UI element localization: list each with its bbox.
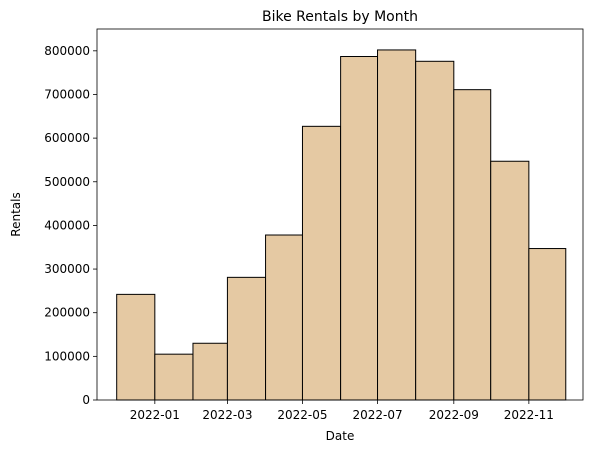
bar-2022-09 xyxy=(453,89,492,401)
y-tick-label: 500000 xyxy=(44,175,90,189)
y-axis: 0 100000 200000 300000 400000 500000 600000 700… xyxy=(44,44,97,407)
bar-2022-08 xyxy=(415,60,455,401)
x-tick-label: 2022-11 xyxy=(504,408,554,422)
x-tick-label: 2022-09 xyxy=(429,408,479,422)
bar-2022-03 xyxy=(226,276,267,401)
bar-2021-12 xyxy=(116,293,156,401)
bar-2022-07 xyxy=(377,49,417,401)
y-tick-label: 400000 xyxy=(44,218,90,232)
bar-2022-02 xyxy=(192,342,228,401)
y-tick-label: 0 xyxy=(82,393,90,407)
x-tick-label: 2022-03 xyxy=(202,408,252,422)
plot-frame xyxy=(96,28,584,401)
y-tick-label: 300000 xyxy=(44,262,90,276)
bar-2022-10 xyxy=(490,160,530,401)
x-tick-label: 2022-01 xyxy=(130,408,180,422)
bar-2022-06 xyxy=(340,56,379,401)
bar-2022-05 xyxy=(301,125,342,401)
y-tick-label: 100000 xyxy=(44,349,90,363)
x-axis: 2022-01 2022-03 2022-05 2022-07 2022-09 2022-… xyxy=(130,400,554,422)
y-tick-label: 800000 xyxy=(44,44,90,58)
chart-title: Bike Rentals by Month xyxy=(262,9,418,25)
x-tick-label: 2022-07 xyxy=(352,408,402,422)
bars-group xyxy=(116,49,567,401)
bar-2022-11 xyxy=(528,248,567,401)
x-tick-label: 2022-05 xyxy=(277,408,327,422)
y-tick-label: 700000 xyxy=(44,87,90,101)
bar-2022-04 xyxy=(265,234,303,401)
y-tick-label: 600000 xyxy=(44,131,90,145)
x-axis-title: Date xyxy=(326,429,355,443)
bar-2022-01 xyxy=(154,353,194,401)
y-axis-title: Rentals xyxy=(9,192,23,236)
y-tick-label: 200000 xyxy=(44,306,90,320)
